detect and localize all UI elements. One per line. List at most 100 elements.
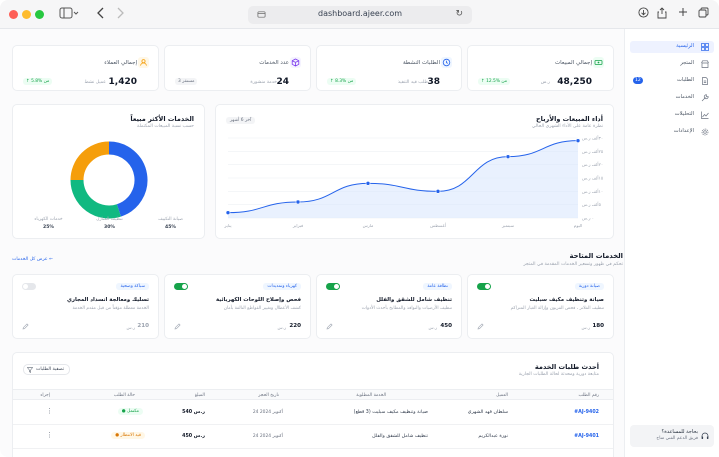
- stat-unit: عميل نشط: [84, 80, 106, 85]
- stat-change-badge: ↑ 5.8% من: [23, 78, 53, 85]
- legend-value: 25%: [43, 225, 54, 230]
- order-id[interactable]: #AJ-9402: [574, 410, 599, 415]
- zoom-window-button[interactable]: [35, 10, 44, 19]
- orders-count-badge: 12: [633, 77, 643, 84]
- donut-slice[interactable]: [108, 141, 148, 217]
- data-point[interactable]: [505, 154, 511, 159]
- stat-card-services: عدد الخدمات 24 خدمة منشورة 3 مستقر: [164, 45, 311, 91]
- address-bar[interactable]: dashboard.ajeer.com ↻: [248, 6, 472, 24]
- download-icon[interactable]: [637, 7, 649, 21]
- data-point[interactable]: [365, 181, 371, 186]
- row-actions-icon[interactable]: ⋮: [46, 407, 53, 415]
- stat-title: إجمالي العملاء: [104, 60, 137, 66]
- y-tick-label: ١٠ألف ر.س: [582, 188, 603, 194]
- support-title: بحاجة للمساعدة؟: [661, 429, 698, 435]
- service-price-unit: ر.س: [581, 325, 590, 330]
- order-service: صيانة وتنظيف مكيف سبليت (3 قطع): [353, 410, 428, 415]
- y-tick-label: ٠ ر.س: [582, 216, 594, 221]
- tab-overview-icon[interactable]: [697, 7, 709, 21]
- period-selector[interactable]: آخر 6 أشهر: [226, 117, 256, 124]
- service-tag: سباكة وصحية: [116, 283, 149, 290]
- service-name: تنظيف شامل للشقق والفلل: [376, 297, 452, 303]
- service-toggle[interactable]: [174, 283, 188, 290]
- sidebar-item-home[interactable]: الرئيسية: [630, 41, 714, 53]
- services-section-subtitle: تحكم في ظهور وتسعير الخدمات المقدمة في ا…: [523, 262, 623, 267]
- close-window-button[interactable]: [9, 10, 18, 19]
- stat-title: إجمالي المبيعات: [554, 60, 592, 66]
- filter-orders-button[interactable]: تصفية الطلبات: [23, 364, 70, 375]
- donut-slice[interactable]: [70, 141, 110, 181]
- services-section-title: الخدمات المتاحة: [569, 252, 623, 260]
- table-row[interactable]: #AJ-9401 نورة عبدالكريم تنظيف شامل للشقق…: [13, 425, 613, 449]
- share-icon[interactable]: [656, 7, 668, 21]
- stat-unit: خدمة منشورة: [250, 80, 277, 85]
- orders-title: أحدث طلبات الخدمة: [534, 363, 599, 371]
- sidebar: الرئيسية المتجر 12 الطلبات الخدمات التحل…: [624, 29, 719, 457]
- column-header: إجراء: [40, 393, 50, 398]
- chart-subtitle: نظرة عامة على الأداء الشهري الحالي: [531, 124, 603, 129]
- support-card[interactable]: بحاجة للمساعدة؟ فريق الدعم الفني متاح: [630, 425, 714, 447]
- forward-icon[interactable]: [115, 7, 125, 21]
- order-customer: سلطان فهد الشهري: [467, 410, 508, 415]
- column-header: تاريخ الحجز: [258, 393, 279, 398]
- order-customer: نورة عبدالكريم: [478, 434, 508, 439]
- top-services-card: الخدمات الأكثر مبيعاً حسب نسبة المبيعات …: [12, 104, 205, 239]
- edit-icon[interactable]: [174, 323, 181, 330]
- services-donut-chart: [70, 141, 148, 219]
- new-tab-icon[interactable]: [677, 7, 689, 21]
- status-badge: ● مكتمل: [117, 408, 143, 415]
- x-tick-label: اليوم: [574, 223, 582, 228]
- legend-label: خدمات الكهرباء: [34, 217, 63, 222]
- column-header: الخدمة المطلوبة: [356, 393, 386, 398]
- table-header: رقم الطلب العميل الخدمة المطلوبة تاريخ ا…: [13, 389, 613, 400]
- edit-icon[interactable]: [22, 323, 29, 330]
- chart-subtitle: حسب نسبة المبيعات المكتملة: [137, 124, 194, 129]
- service-tag: كهرباء وتمديدات: [263, 283, 301, 290]
- order-amount: 540 ر.س: [182, 410, 205, 415]
- order-id[interactable]: #AJ-9401: [574, 434, 599, 439]
- edit-icon[interactable]: [326, 323, 333, 330]
- donut-slice[interactable]: [70, 179, 121, 219]
- table-row[interactable]: #AJ-9402 سلطان فهد الشهري صيانة وتنظيف م…: [13, 401, 613, 425]
- stat-unit: ر.س: [540, 80, 550, 85]
- chart-title: أداء المبيعات والأرباح: [535, 115, 603, 123]
- data-point[interactable]: [225, 210, 231, 215]
- stat-value: 1,420: [108, 77, 137, 87]
- data-point[interactable]: [435, 189, 441, 194]
- data-point[interactable]: [295, 199, 301, 205]
- minimize-window-button[interactable]: [22, 10, 31, 19]
- sidebar-item-store[interactable]: المتجر: [630, 58, 714, 70]
- row-actions-icon[interactable]: ⋮: [46, 431, 53, 439]
- data-point[interactable]: [575, 138, 581, 143]
- money-icon: [593, 57, 604, 68]
- service-tag: صيانة دورية: [574, 283, 604, 290]
- edit-icon[interactable]: [477, 323, 484, 330]
- service-tag: نظافة عامة: [423, 283, 452, 290]
- x-tick-label: فبراير: [292, 223, 303, 228]
- service-toggle[interactable]: [22, 283, 36, 290]
- column-header: المبلغ: [194, 393, 205, 398]
- order-service: تنظيف شامل للشقق والفلل: [372, 434, 428, 439]
- sidebar-item-settings[interactable]: الإعدادات: [630, 126, 714, 138]
- sidebar-item-orders[interactable]: 12 الطلبات: [630, 75, 714, 87]
- sidebar-item-label: الخدمات: [675, 94, 694, 100]
- stat-value: 38: [427, 77, 440, 87]
- service-toggle[interactable]: [326, 283, 340, 290]
- sales-performance-card: أداء المبيعات والأرباح نظرة عامة على الأ…: [215, 104, 614, 239]
- x-tick-label: سبتمبر: [501, 223, 515, 228]
- sidebar-item-services[interactable]: الخدمات: [630, 92, 714, 104]
- service-description: تنظيف الأرضيات والنوافذ والمطابخ بأحدث ا…: [361, 306, 452, 311]
- service-name: صيانة وتنظيف مكيف سبليت: [529, 297, 604, 303]
- box-icon: [290, 57, 301, 68]
- view-all-services-link[interactable]: عرض كل الخدمات ←: [12, 257, 53, 262]
- sidebar-toggle-icon[interactable]: [58, 7, 80, 21]
- back-icon[interactable]: [96, 7, 106, 21]
- service-price: 220: [289, 323, 301, 329]
- sidebar-item-label: المتجر: [680, 60, 694, 66]
- service-price-unit: ر.س: [126, 325, 135, 330]
- sidebar-item-analytics[interactable]: التحليلات: [630, 109, 714, 121]
- reload-icon[interactable]: ↻: [455, 9, 463, 19]
- y-tick-label: ٢٠ألف ر.س: [582, 161, 603, 167]
- service-toggle[interactable]: [477, 283, 491, 290]
- store-icon: [701, 60, 709, 68]
